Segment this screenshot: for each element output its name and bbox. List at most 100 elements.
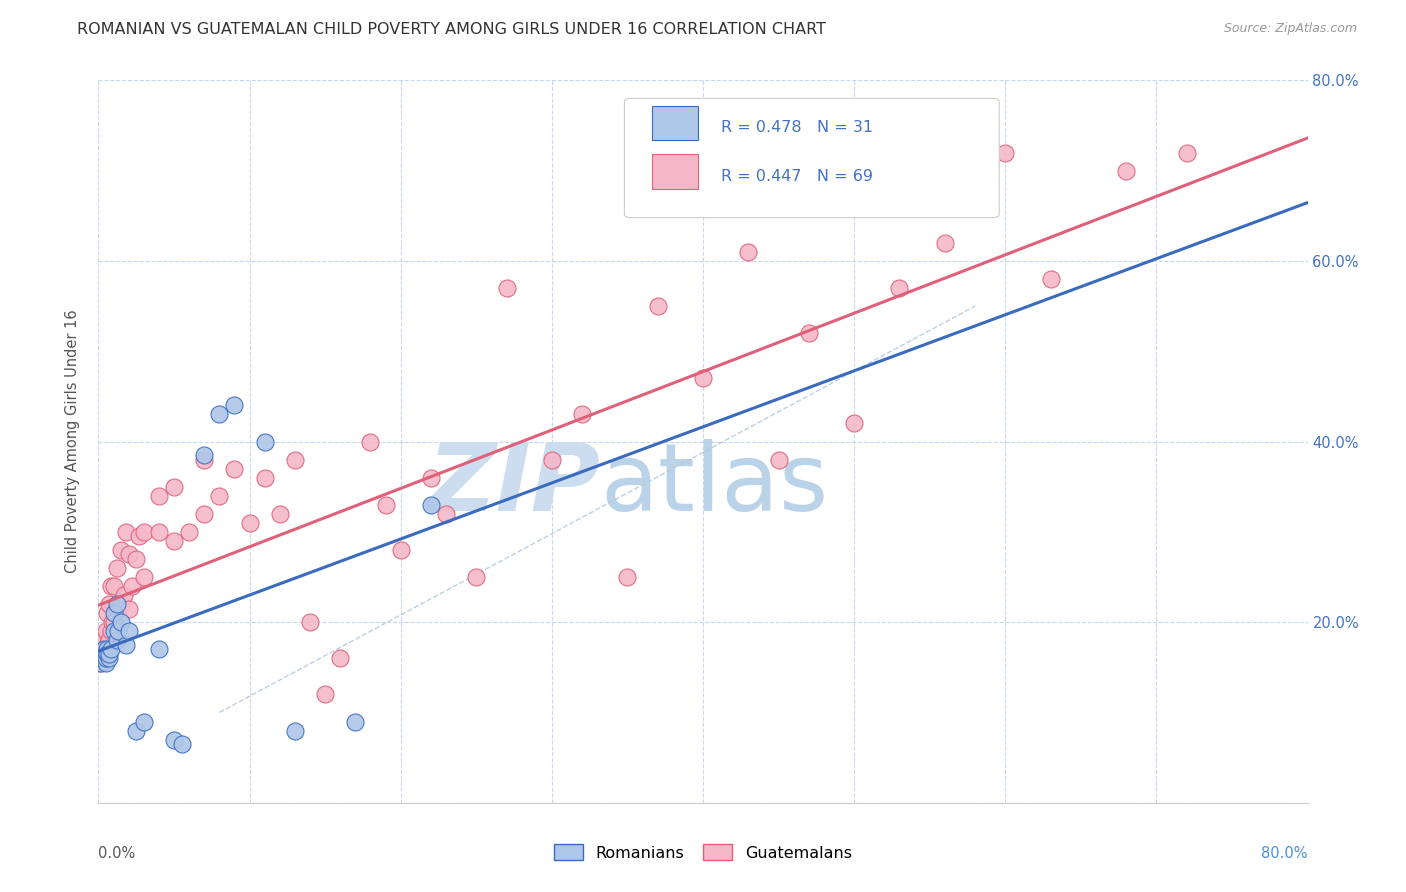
Point <box>163 480 186 494</box>
Text: Source: ZipAtlas.com: Source: ZipAtlas.com <box>1223 22 1357 36</box>
Text: R = 0.447   N = 69: R = 0.447 N = 69 <box>721 169 873 184</box>
Bar <box>652 154 699 189</box>
Point <box>110 597 132 611</box>
Point <box>163 732 186 747</box>
Point <box>208 408 231 422</box>
Point <box>112 588 135 602</box>
Text: atlas: atlas <box>600 439 828 531</box>
Point <box>344 714 367 729</box>
Point <box>224 461 246 475</box>
Point <box>98 647 121 661</box>
Point <box>103 624 125 639</box>
Point <box>90 642 112 657</box>
Point <box>692 371 714 385</box>
Point <box>269 507 291 521</box>
Point <box>91 651 114 665</box>
Point <box>110 615 132 630</box>
Point <box>434 507 457 521</box>
Point <box>125 552 148 566</box>
Point <box>193 448 215 462</box>
Point <box>90 656 112 670</box>
Point <box>125 723 148 738</box>
Point <box>94 651 117 665</box>
Point <box>114 638 136 652</box>
Text: ZIP: ZIP <box>427 439 600 531</box>
Point <box>89 656 111 670</box>
Point <box>105 633 128 648</box>
Point <box>299 615 322 630</box>
Point <box>93 633 115 648</box>
Point <box>616 570 638 584</box>
Point <box>768 452 790 467</box>
Point <box>420 498 443 512</box>
Point <box>105 601 128 615</box>
Point <box>91 651 114 665</box>
Point <box>118 601 141 615</box>
Point <box>132 714 155 729</box>
Point <box>844 417 866 431</box>
Point <box>121 579 143 593</box>
Text: R = 0.478   N = 31: R = 0.478 N = 31 <box>721 120 873 136</box>
Point <box>94 656 117 670</box>
Point <box>647 299 669 313</box>
Point <box>374 498 396 512</box>
Point <box>253 434 276 449</box>
Point <box>314 687 336 701</box>
Point <box>994 145 1017 160</box>
Text: ROMANIAN VS GUATEMALAN CHILD POVERTY AMONG GIRLS UNDER 16 CORRELATION CHART: ROMANIAN VS GUATEMALAN CHILD POVERTY AMO… <box>77 22 827 37</box>
Text: 80.0%: 80.0% <box>1261 847 1308 861</box>
Point <box>107 624 129 639</box>
Point <box>103 579 125 593</box>
Point <box>105 597 128 611</box>
Point <box>96 638 118 652</box>
Point <box>329 651 352 665</box>
Point <box>128 529 150 543</box>
Point <box>284 723 307 738</box>
Point <box>179 524 201 539</box>
Point <box>98 633 121 648</box>
Point <box>96 647 118 661</box>
Point <box>495 281 517 295</box>
Point <box>93 642 115 657</box>
Point <box>91 638 114 652</box>
Point <box>105 561 128 575</box>
Point <box>94 624 117 639</box>
Point <box>100 624 122 639</box>
Point <box>420 471 443 485</box>
Point <box>193 507 215 521</box>
Point <box>253 471 276 485</box>
Point <box>224 398 246 412</box>
Point <box>96 606 118 620</box>
Point <box>934 235 956 250</box>
Y-axis label: Child Poverty Among Girls Under 16: Child Poverty Among Girls Under 16 <box>65 310 80 574</box>
Point <box>540 452 562 467</box>
Point <box>103 606 125 620</box>
Text: 0.0%: 0.0% <box>98 847 135 861</box>
Point <box>114 524 136 539</box>
Point <box>103 615 125 630</box>
Point <box>94 642 117 657</box>
Point <box>93 651 115 665</box>
Point <box>98 651 121 665</box>
Point <box>148 642 170 657</box>
Point <box>132 524 155 539</box>
Point <box>465 570 488 584</box>
Point <box>148 489 170 503</box>
Point <box>1039 272 1062 286</box>
Point <box>797 326 820 340</box>
Legend: Romanians, Guatemalans: Romanians, Guatemalans <box>547 838 859 867</box>
Point <box>98 597 121 611</box>
Point <box>96 642 118 657</box>
Point <box>1115 163 1137 178</box>
Point <box>90 651 112 665</box>
Point <box>208 489 231 503</box>
Point <box>132 570 155 584</box>
Point <box>148 524 170 539</box>
Point <box>100 579 122 593</box>
Point <box>170 737 193 751</box>
Point <box>737 244 759 259</box>
Point <box>1175 145 1198 160</box>
Bar <box>652 105 699 140</box>
FancyBboxPatch shape <box>624 98 1000 218</box>
Point <box>93 647 115 661</box>
